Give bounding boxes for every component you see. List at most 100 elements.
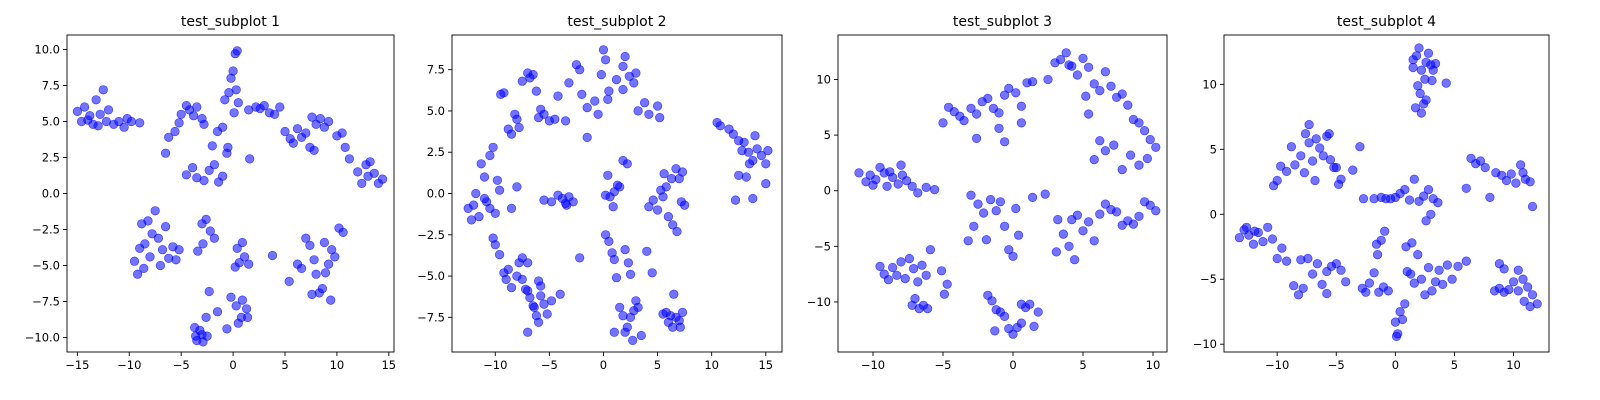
scatter-point — [191, 331, 201, 341]
x-tick-label: 0 — [1009, 358, 1016, 372]
subplot-title-2: test_subplot 2 — [567, 14, 666, 30]
scatter-point — [1423, 48, 1434, 58]
scatter-point — [1441, 78, 1451, 88]
scatter-point — [677, 167, 688, 177]
scatter-point — [663, 212, 674, 222]
scatter-point — [596, 69, 606, 80]
scatter-point — [910, 294, 920, 304]
scatter-point — [91, 95, 101, 105]
scatter-point — [317, 284, 328, 294]
scatter-point — [1241, 222, 1252, 232]
scatter-point — [1078, 53, 1088, 64]
y-tick-label: 2.5 — [427, 145, 445, 159]
scatter-point — [1315, 143, 1325, 153]
scatter-point — [365, 157, 375, 167]
scatter-point — [897, 170, 908, 180]
scatter-point — [275, 102, 285, 112]
scatter-point — [611, 74, 622, 85]
scatter-point — [1011, 88, 1021, 98]
scatter-point — [1299, 168, 1309, 178]
scatter-point — [1414, 43, 1424, 53]
scatter-point — [1100, 67, 1110, 77]
scatter-point — [305, 240, 315, 250]
scatter-point — [1258, 237, 1268, 247]
scatter-point — [311, 269, 321, 279]
scatter-point — [1461, 183, 1471, 193]
scatter-point — [319, 237, 330, 248]
scatter-point — [885, 167, 895, 177]
scatter-point — [471, 188, 481, 199]
scatter-point — [661, 182, 671, 192]
x-tick-label: 10 — [1146, 358, 1161, 372]
scatter-point — [969, 221, 979, 231]
scatter-point — [222, 324, 232, 334]
scatter-point — [1145, 200, 1155, 210]
y-tick-label: 0.0 — [427, 187, 445, 201]
scatter-point — [1376, 235, 1386, 245]
scatter-point — [1419, 191, 1429, 201]
scatter-point — [1064, 241, 1074, 251]
scatter-point — [523, 258, 533, 268]
scatter-point — [1401, 242, 1411, 252]
scatter-point — [761, 159, 771, 169]
x-tick-label: 15 — [381, 358, 396, 372]
scatter-point — [199, 175, 209, 186]
scatter-point — [267, 250, 278, 261]
x-tick-label: −5 — [173, 358, 190, 372]
scatter-point — [652, 205, 663, 215]
scatter-point — [1358, 194, 1369, 204]
scatter-point — [1322, 288, 1332, 299]
x-tick-label: −10 — [117, 358, 141, 372]
scatter-point — [622, 159, 632, 169]
y-tick-label: −2.5 — [417, 228, 445, 242]
scatter-point — [147, 229, 157, 239]
scatter-point — [679, 200, 690, 210]
y-tick-label: 5 — [824, 128, 831, 142]
scatter-point — [564, 78, 574, 88]
scatter-point — [499, 88, 509, 98]
y-tick-label: 7.5 — [42, 78, 60, 92]
scatter-point — [1391, 331, 1402, 342]
scatter-point — [114, 116, 124, 127]
scatter-point — [715, 121, 725, 131]
scatter-point — [145, 252, 155, 262]
scatter-point — [181, 170, 191, 180]
scatter-point — [546, 197, 557, 207]
scatter-point — [1134, 118, 1144, 128]
scatter-point — [1272, 253, 1282, 264]
scatter-point — [659, 169, 669, 179]
scatter-point — [590, 96, 600, 106]
scatter-point — [237, 295, 247, 305]
scatter-point — [995, 197, 1006, 207]
scatter-point — [1525, 177, 1535, 187]
scatter-point — [633, 302, 643, 313]
scatter-point — [1081, 91, 1091, 101]
scatter-point — [320, 268, 331, 278]
scatter-point — [966, 103, 976, 113]
scatter-point — [1289, 281, 1299, 291]
scatter-point — [1331, 259, 1341, 269]
scatter-point — [542, 309, 552, 319]
x-tick-label: 0 — [1392, 358, 1399, 372]
scatter-point — [1117, 89, 1127, 99]
scatter-point — [270, 109, 280, 119]
scatter-point — [644, 109, 654, 119]
scatter-point — [598, 45, 609, 55]
scatter-point — [212, 307, 223, 317]
scatter-point — [280, 126, 290, 137]
scatter-point — [174, 245, 184, 255]
scatter-point — [309, 145, 319, 155]
scatter-point — [1485, 192, 1495, 202]
scatter-point — [143, 216, 153, 226]
scatter-point — [539, 195, 549, 205]
scatter-point — [338, 227, 348, 237]
y-tick-label: 10.0 — [34, 42, 60, 56]
scatter-point — [652, 101, 663, 111]
scatter-point — [1134, 211, 1144, 221]
scatter-point — [1089, 155, 1099, 165]
scatter-point — [908, 264, 919, 274]
scatter-point — [1413, 250, 1423, 260]
scatter-point — [1016, 299, 1027, 309]
scatter-point — [1404, 195, 1415, 205]
